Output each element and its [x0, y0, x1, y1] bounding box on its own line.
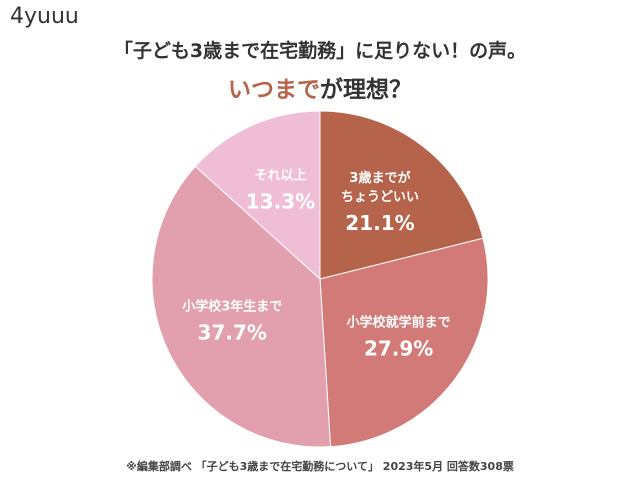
slice-label: 小学校就学前まで 27.9%: [347, 313, 451, 360]
subtitle-highlight: いつまで: [228, 77, 320, 103]
category-label: 3歳までが ちょうどいい: [340, 171, 419, 206]
pie-slice: [319, 237, 489, 448]
chart-subtitle: いつまでが理想？: [0, 70, 640, 104]
value-label: 37.7%: [197, 320, 267, 345]
category-label: 小学校3年生まで: [182, 299, 283, 315]
pie-slice: [319, 110, 484, 280]
pie-slice: [151, 165, 332, 448]
category-label: それ以上: [254, 168, 307, 184]
slice-label: 小学校3年生まで 37.7%: [182, 298, 282, 345]
brand: 4yuuu: [10, 4, 79, 29]
value-label: 13.3%: [245, 189, 316, 214]
slice-label: それ以上 13.3%: [246, 166, 315, 213]
slice-label: 3歳までが ちょうどいい 21.1%: [341, 169, 419, 235]
chart-title: 「子ども3歳まで在宅勤務」に足りない！の声。: [113, 40, 527, 62]
value-label: 21.1%: [345, 211, 415, 236]
value-label: 27.9%: [363, 336, 434, 361]
subtitle-rest: が理想？: [320, 77, 412, 103]
footnote: ※編集部調べ 「子ども3歳まで在宅勤務について」 2023年5月 回答数308票: [126, 460, 514, 473]
pie-slice: [194, 110, 321, 281]
category-label: 小学校就学前まで: [346, 315, 451, 331]
